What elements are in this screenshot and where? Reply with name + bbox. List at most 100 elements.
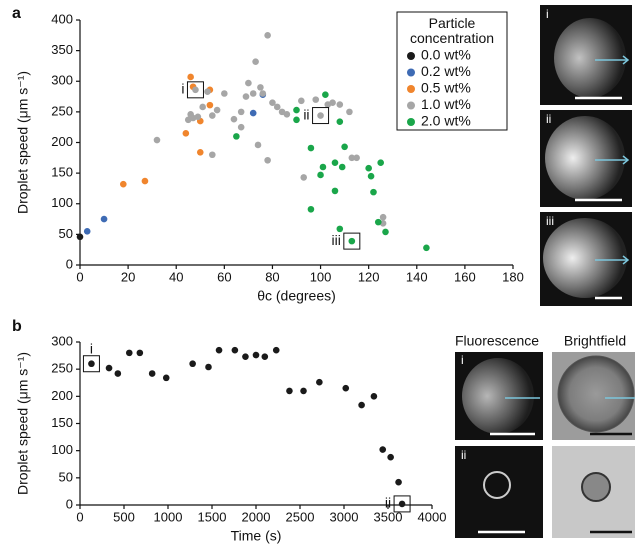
legend-label: 2.0 wt% [421,113,471,129]
data-point [105,364,113,372]
y-tick-label: 150 [51,165,73,180]
data-point [269,99,276,106]
data-point [336,118,344,125]
micrograph-label: ii [461,448,466,462]
data-point [423,244,430,252]
data-point [254,141,262,149]
data-point [307,205,315,213]
data-point [242,353,249,360]
droplet [483,471,511,499]
droplet [581,472,611,502]
droplet [557,355,635,433]
x-tick-label: 140 [406,269,428,284]
x-tick-label: 2500 [286,509,315,524]
data-point [370,188,377,196]
x-tick-label: 80 [265,269,279,284]
x-tick-label: 1500 [198,509,227,524]
data-point [293,116,300,124]
data-point [367,172,375,180]
x-tick-label: 120 [358,269,380,284]
data-point [189,360,196,368]
data-point [230,115,238,123]
panel-label: a [12,5,21,22]
droplet [543,218,627,298]
legend-title-line: Particle [429,15,476,31]
x-tick-label: 180 [502,269,524,284]
data-point [379,213,387,221]
legend-marker [407,52,415,60]
data-point [237,108,245,116]
annotation-label: i [181,81,184,97]
data-point [196,149,204,156]
data-point [382,228,389,236]
x-tick-label: 1000 [154,509,183,524]
data-point [205,363,212,371]
annotation-label: iii [331,232,340,248]
annotation-label: ii [303,106,309,122]
x-axis-label: Time (s) [231,528,282,544]
column-header: Brightfield [564,333,626,349]
annotation-box [186,81,204,99]
data-point [249,90,257,97]
legend-marker [407,85,415,93]
arrow-head [622,255,630,265]
data-point [322,91,329,99]
data-point [273,103,281,111]
legend-marker [407,68,415,77]
data-point [187,73,194,81]
y-tick-label: 200 [51,134,73,149]
x-tick-label: 60 [217,269,231,284]
column-header: Fluorescence [455,333,539,349]
data-point [348,154,356,162]
data-point [114,370,122,377]
data-point [76,233,84,241]
legend-label: 0.5 wt% [421,80,471,96]
droplet [554,18,626,98]
panel-label: b [12,318,22,335]
data-point [336,225,344,233]
data-point [257,84,264,91]
data-point [249,109,257,117]
annotation-label: i [90,340,93,356]
micrograph-column: i ii iii [540,5,632,306]
legend-label: 0.0 wt% [421,47,471,63]
data-point [153,136,161,144]
data-point [88,360,95,368]
data-point [252,58,259,65]
data-point [377,159,384,167]
legend-title: Particle concentration [410,15,494,46]
x-tick-label: 3500 [374,509,403,524]
data-point [233,133,240,140]
y-tick-label: 250 [51,103,73,118]
micrograph-grid: Fluorescence Brightfield i ii [455,333,635,538]
micrograph-label: i [546,7,549,21]
data-point [319,163,327,171]
y-tick-label: 200 [51,388,73,403]
data-point [100,215,108,223]
data-point [272,346,280,354]
legend-label: 1.0 wt% [421,96,471,112]
data-point [199,103,206,111]
data-point [317,171,324,179]
data-point [182,130,190,137]
x-tick-label: 2000 [242,509,271,524]
x-tick-label: 4000 [418,509,447,524]
data-point [264,156,271,164]
data-point [338,163,346,171]
data-point [283,111,291,118]
y-tick-label: 350 [51,42,73,57]
micrograph [455,446,543,538]
x-tick-label: 40 [169,269,183,284]
data-point [83,228,91,235]
data-point [120,180,127,188]
data-point [261,353,269,360]
micrograph-label: i [461,353,464,367]
data-point [245,79,252,87]
x-tick-label: 20 [121,269,135,284]
data-point [374,218,382,226]
data-point [398,500,406,508]
data-point [141,177,149,185]
y-tick-label: 100 [51,442,73,457]
y-tick-label: 150 [51,415,73,430]
